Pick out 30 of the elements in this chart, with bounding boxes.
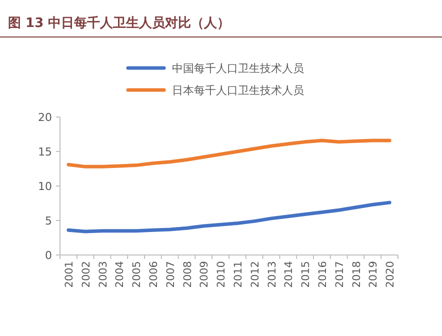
y-tick-label: 5	[45, 214, 52, 228]
x-tick-label: 2017	[334, 261, 346, 288]
x-tick-label: 2010	[216, 261, 228, 288]
legend-label: 日本每千人口卫生技术人员	[172, 84, 304, 97]
y-tick-label: 15	[38, 146, 52, 158]
x-tick-label: 2013	[266, 261, 278, 288]
y-tick-label: 10	[38, 180, 52, 193]
x-tick-label: 2006	[148, 260, 160, 288]
x-tick-label: 2004	[114, 260, 126, 288]
x-tick-label: 2012	[249, 261, 262, 288]
chart-title: 图 13 中日每千人卫生人员对比（人）	[8, 15, 230, 31]
y-tick-label: 20	[38, 111, 52, 124]
x-tick-label: 2015	[300, 261, 312, 288]
line-series	[66, 200, 392, 234]
x-tick-label: 2014	[283, 260, 296, 288]
x-tick-label: 2002	[80, 261, 92, 288]
legend-label: 中国每千人口卫生技术人员	[172, 62, 304, 75]
x-tick-label: 2008	[182, 261, 194, 288]
x-tick-label: 2016	[316, 260, 329, 288]
x-tick-label: 2001	[63, 261, 76, 288]
x-tick-label: 2020	[384, 261, 397, 288]
x-tick-label: 2009	[198, 261, 211, 288]
x-tick-label: 2007	[164, 261, 177, 288]
x-tick-label: 2003	[97, 261, 110, 288]
y-tick-label: 0	[45, 249, 52, 262]
line-series	[66, 138, 392, 168]
x-tick-label: 2019	[368, 261, 380, 288]
x-tick-label: 2005	[131, 261, 144, 288]
x-tick-label: 2011	[232, 261, 244, 288]
x-tick-label: 2018	[350, 261, 363, 288]
